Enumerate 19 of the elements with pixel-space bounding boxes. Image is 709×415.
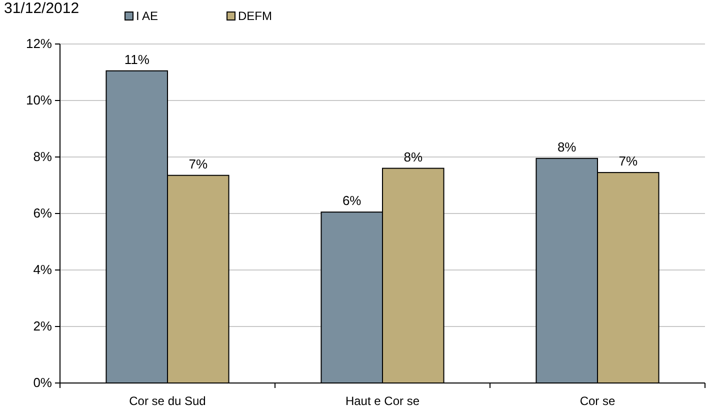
data-label: 8% [557, 139, 577, 154]
chart-title: 31/12/2012 [4, 0, 80, 17]
data-label: 6% [342, 193, 362, 208]
data-label: 11% [124, 52, 150, 67]
y-tick-label: 4% [33, 262, 52, 277]
legend-label: I AE [136, 9, 158, 23]
data-label: 8% [404, 149, 423, 164]
x-tick-label: Haut e Cor se [345, 394, 420, 408]
y-tick-label: 6% [33, 206, 52, 220]
y-tick-label: 10% [26, 92, 52, 108]
data-label: 7% [188, 156, 208, 172]
y-tick-label: 2% [33, 318, 52, 334]
x-tick-label: Cor se du Sud [129, 394, 206, 408]
x-tick-label: Cor se [580, 394, 616, 408]
y-tick-label: 0% [33, 375, 52, 390]
y-tick-label: 8% [33, 149, 52, 164]
legend-label: DEFM [238, 9, 272, 23]
data-label: 7% [618, 154, 638, 169]
y-tick-label: 12% [26, 36, 52, 51]
